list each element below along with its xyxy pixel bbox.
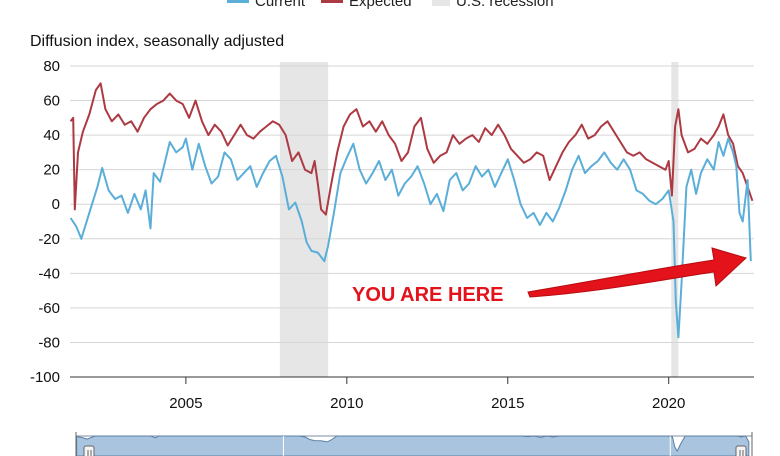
legend-label-expected: Expected <box>349 0 412 10</box>
y-tick--40: -40 <box>38 265 60 282</box>
y-tick--100: -100 <box>30 369 60 386</box>
series-lines <box>70 82 754 339</box>
legend-item-recession[interactable]: U.S. recession <box>432 0 554 10</box>
x-tick-2020: 2020 <box>652 395 685 412</box>
x-tick-2005: 2005 <box>169 395 202 412</box>
recession-band-0 <box>279 62 329 377</box>
legend-item-expected[interactable]: Expected <box>321 0 412 10</box>
y-tick-20: 20 <box>43 162 60 179</box>
gridlines <box>70 65 754 378</box>
y-tick--60: -60 <box>38 300 60 317</box>
y-tick--20: -20 <box>38 231 60 248</box>
y-tick--80: -80 <box>38 334 60 351</box>
range-navigator[interactable] <box>75 432 753 456</box>
you-are-here-label: YOU ARE HERE <box>352 284 504 306</box>
recession-band-1 <box>671 62 679 377</box>
series-line-expected <box>70 82 754 216</box>
legend: Current Expected U.S. recession <box>227 0 554 10</box>
legend-label-recession: U.S. recession <box>456 0 554 10</box>
you-are-here-arrow <box>527 247 747 298</box>
y-tick-0: 0 <box>52 196 60 213</box>
y-tick-80: 80 <box>43 58 60 75</box>
recession-bands <box>279 62 679 377</box>
legend-item-current[interactable]: Current <box>227 0 306 10</box>
y-tick-40: 40 <box>43 127 60 144</box>
navigator-right-handle[interactable] <box>735 432 753 456</box>
y-tick-60: 60 <box>43 93 60 110</box>
legend-swatch-recession <box>432 0 450 6</box>
navigator-series <box>76 435 750 456</box>
x-tick-2015: 2015 <box>491 395 524 412</box>
x-tick-labels: 2005 2010 2015 2020 <box>169 377 685 412</box>
y-axis-title: Diffusion index, seasonally adjusted <box>30 33 284 50</box>
legend-label-current: Current <box>255 0 306 10</box>
y-tick-labels: 80 60 40 20 0 -20 -40 -60 -80 -100 <box>30 58 60 386</box>
x-tick-2010: 2010 <box>330 395 363 412</box>
series-line-current <box>70 137 752 339</box>
navigator-left-handle[interactable] <box>75 432 95 456</box>
legend-swatch-expected <box>321 0 343 3</box>
legend-swatch-current <box>227 0 249 3</box>
navigator-area <box>76 435 750 456</box>
